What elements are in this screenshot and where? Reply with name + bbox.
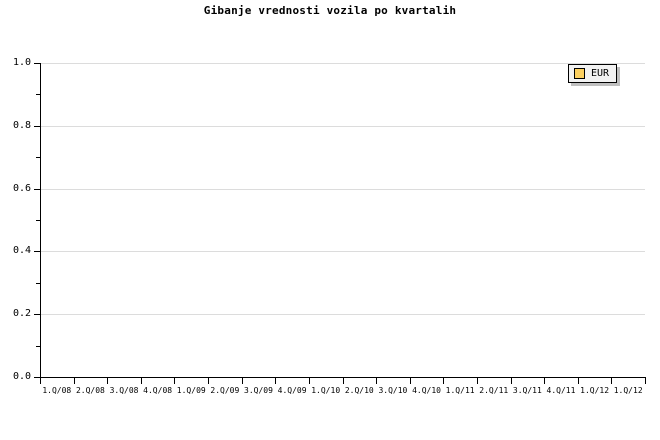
x-tick-3 xyxy=(141,378,142,384)
gridline-y-1 xyxy=(40,314,645,316)
legend-swatch-eur xyxy=(574,68,585,79)
y-minor-tick-1 xyxy=(36,282,40,284)
x-tick-9 xyxy=(343,378,344,384)
y-tick-4 xyxy=(34,125,40,127)
plot-area xyxy=(40,63,645,377)
gridline-y-4 xyxy=(40,125,645,127)
y-tick-2 xyxy=(34,251,40,253)
y-tick-label-4: 0.8 xyxy=(12,119,31,131)
x-tick-label-1: 2.Q/08 xyxy=(75,386,105,395)
chart-title: Gibanje vrednosti vozila po kvartalih xyxy=(203,4,457,17)
x-tick-6 xyxy=(242,378,243,384)
x-tick-4 xyxy=(174,378,175,384)
chart-legend: EUR xyxy=(568,64,618,83)
x-tick-2 xyxy=(107,378,108,384)
x-tick-13 xyxy=(477,378,478,384)
y-tick-5 xyxy=(34,63,40,64)
x-tick-17 xyxy=(611,378,612,384)
y-axis-line xyxy=(40,63,41,378)
y-tick-label-2: 0.4 xyxy=(12,245,31,257)
x-tick-label-17: 1.Q/12 xyxy=(613,386,643,395)
x-tick-1 xyxy=(74,378,75,384)
x-tick-0 xyxy=(40,378,41,384)
y-minor-tick-0 xyxy=(36,345,40,347)
gridline-y-5 xyxy=(40,63,645,64)
x-tick-10 xyxy=(376,378,377,384)
x-tick-label-0: 1.Q/08 xyxy=(42,386,72,395)
y-tick-label-5: 1.0 xyxy=(12,57,31,68)
x-tick-label-12: 1.Q/11 xyxy=(445,386,475,395)
x-tick-label-2: 3.Q/08 xyxy=(109,386,139,395)
x-tick-15 xyxy=(544,378,545,384)
y-tick-label-0: 0.0 xyxy=(12,371,31,382)
x-tick-label-7: 4.Q/09 xyxy=(277,386,307,395)
y-tick-3 xyxy=(34,188,40,190)
gridline-y-2 xyxy=(40,251,645,253)
x-tick-label-16: 1.Q/12 xyxy=(580,386,610,395)
y-tick-label-3: 0.6 xyxy=(12,182,31,194)
x-tick-label-4: 1.Q/09 xyxy=(176,386,206,395)
y-minor-tick-3 xyxy=(36,157,40,159)
x-tick-7 xyxy=(275,378,276,384)
x-tick-label-8: 1.Q/10 xyxy=(311,386,341,395)
x-tick-label-6: 3.Q/09 xyxy=(244,386,273,395)
x-axis-line xyxy=(40,377,646,378)
x-tick-label-15: 4.Q/11 xyxy=(546,386,576,395)
y-minor-tick-2 xyxy=(36,220,40,221)
x-tick-14 xyxy=(511,378,512,384)
x-tick-end xyxy=(645,378,646,384)
legend-label-eur: EUR xyxy=(591,68,610,79)
x-tick-12 xyxy=(443,378,444,384)
x-tick-label-3: 4.Q/08 xyxy=(143,386,173,395)
x-tick-label-5: 2.Q/09 xyxy=(210,386,240,395)
x-tick-label-11: 4.Q/10 xyxy=(412,386,441,395)
x-tick-5 xyxy=(208,378,209,384)
y-tick-label-1: 0.2 xyxy=(12,308,31,320)
x-tick-label-13: 2.Q/11 xyxy=(479,386,509,395)
x-tick-11 xyxy=(410,378,411,384)
x-tick-label-14: 3.Q/11 xyxy=(512,386,542,395)
x-tick-label-9: 2.Q/10 xyxy=(344,386,374,395)
x-tick-8 xyxy=(309,378,310,384)
y-tick-1 xyxy=(34,314,40,316)
y-minor-tick-4 xyxy=(36,94,40,96)
x-tick-16 xyxy=(578,378,579,384)
y-tick-0 xyxy=(34,377,40,378)
gridline-y-3 xyxy=(40,188,645,190)
x-tick-label-10: 3.Q/10 xyxy=(378,386,408,395)
